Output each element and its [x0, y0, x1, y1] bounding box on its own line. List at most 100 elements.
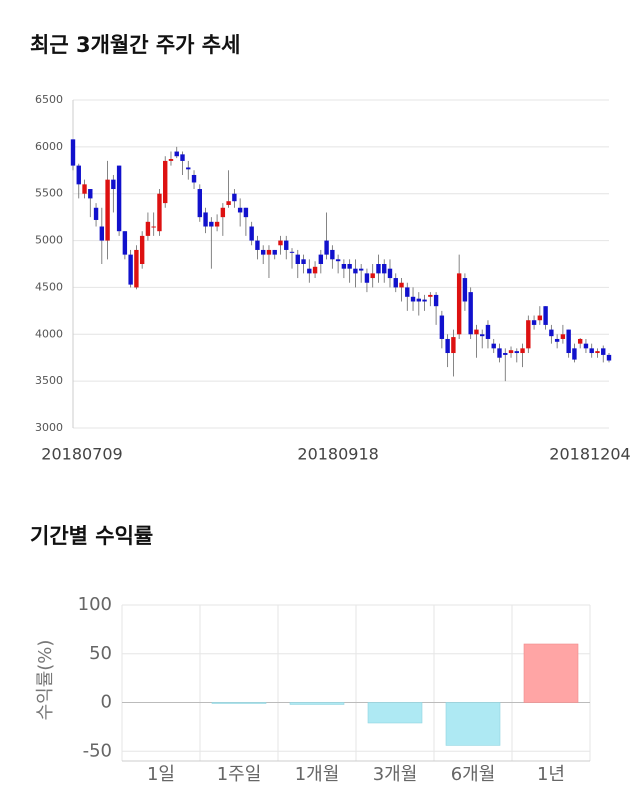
candle-body — [249, 226, 254, 241]
candle-body — [163, 160, 168, 204]
candle-body — [324, 240, 329, 255]
x-tick-label: 20180709 — [41, 445, 122, 464]
candle-body — [151, 226, 156, 228]
y-tick-label: 100 — [78, 594, 112, 615]
chart-title: 최근 3개월간 주가 추세 — [30, 33, 240, 57]
candle-body — [410, 296, 416, 302]
candle-body — [358, 268, 364, 271]
candle-body — [422, 299, 427, 302]
candle-body — [364, 273, 370, 283]
candle-body — [266, 249, 272, 255]
candle-body — [382, 264, 387, 274]
candle-body — [577, 338, 583, 344]
candle-body — [278, 240, 283, 246]
candle-body — [520, 348, 525, 354]
x-tick-label: 20181204 — [549, 445, 630, 464]
candle-body — [514, 351, 519, 354]
candle-body — [232, 193, 237, 202]
y-tick-label: 5000 — [35, 234, 63, 247]
candle-body — [537, 315, 543, 321]
x-tick-label: 1개월 — [295, 764, 340, 785]
candle-body — [335, 259, 341, 262]
candle-body — [209, 221, 214, 227]
candle-body — [174, 151, 179, 157]
candle-body — [451, 337, 456, 354]
candle-body — [485, 324, 491, 339]
candle-body — [583, 343, 589, 349]
bar — [211, 702, 267, 704]
candle-body — [272, 249, 277, 255]
y-tick-label: 6000 — [35, 140, 63, 153]
candle-body — [139, 235, 145, 264]
candle-body — [284, 240, 289, 250]
bar — [289, 702, 345, 705]
candle-body — [301, 259, 306, 264]
candle-body — [226, 201, 231, 205]
candle-body — [405, 287, 410, 297]
candle-body — [70, 139, 76, 166]
candle-body — [214, 221, 220, 227]
candle-body — [433, 294, 439, 307]
candle-body — [566, 329, 571, 354]
candle-body — [589, 348, 594, 354]
candle-body — [393, 278, 398, 288]
candle-body — [497, 348, 502, 358]
candle-body — [341, 264, 347, 269]
candle-body — [76, 165, 81, 185]
candle-body — [531, 320, 537, 325]
y-tick-label: 0 — [101, 692, 112, 713]
candle-body — [128, 254, 133, 285]
y-tick-label: 5500 — [35, 187, 63, 200]
candle-body — [330, 249, 335, 260]
candle-body — [456, 273, 462, 335]
candle-body — [416, 298, 422, 302]
candle-body — [260, 249, 266, 255]
candle-body — [491, 343, 496, 349]
candle-body — [439, 315, 445, 339]
candle-body — [111, 179, 116, 190]
candle-body — [168, 159, 174, 161]
candle-body — [445, 338, 450, 354]
bar — [367, 702, 423, 724]
candle-body — [347, 264, 352, 269]
x-tick-label: 20180918 — [297, 445, 378, 464]
y-tick-label: 6500 — [35, 93, 63, 106]
candle-body — [105, 179, 110, 241]
candle-body — [99, 226, 105, 241]
candle-body — [243, 207, 249, 218]
candle-body — [606, 354, 612, 361]
candle-body — [370, 273, 375, 279]
candle-body — [255, 240, 260, 250]
y-tick-label: 4000 — [35, 327, 63, 340]
candle-body — [480, 334, 485, 337]
candle-body — [122, 231, 128, 255]
candle-body — [289, 251, 295, 253]
candle-body — [399, 282, 404, 288]
candle-body — [554, 338, 560, 342]
candle-body — [116, 165, 122, 232]
candle-body — [180, 154, 185, 161]
candle-body — [601, 348, 606, 355]
candle-body — [220, 207, 226, 218]
candle-body — [503, 353, 508, 355]
candle-body — [82, 184, 87, 194]
candle-body — [462, 278, 468, 302]
candle-body — [549, 329, 554, 337]
candle-body — [191, 174, 197, 183]
candle-body — [468, 292, 473, 335]
candle-body — [428, 294, 433, 297]
candle-body — [595, 351, 600, 354]
candle-body — [318, 254, 324, 264]
y-tick-label: -50 — [83, 740, 112, 761]
chart-title: 기간별 수익률 — [30, 524, 153, 548]
candle-body — [88, 189, 93, 199]
y-axis-label: 수익률(%) — [35, 640, 56, 721]
x-tick-label: 1년 — [537, 764, 565, 785]
bar — [523, 643, 579, 703]
candle-body — [526, 320, 531, 349]
candle-body — [295, 254, 300, 264]
candle-body — [560, 334, 566, 339]
candle-body — [572, 348, 577, 360]
x-tick-label: 1주일 — [217, 764, 262, 785]
